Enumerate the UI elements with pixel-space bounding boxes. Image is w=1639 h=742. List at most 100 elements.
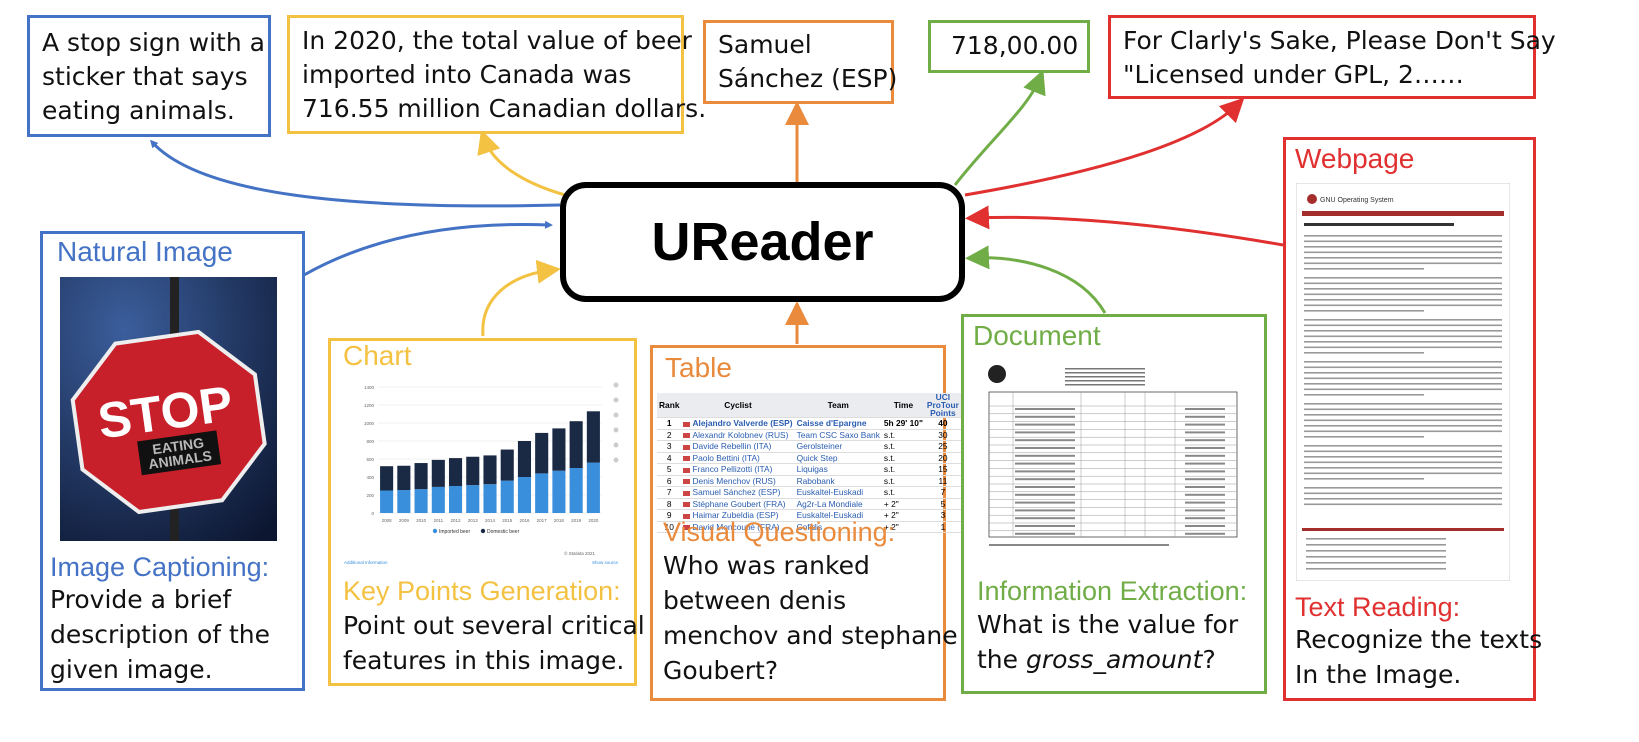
web-text — [1304, 257, 1502, 259]
table-cell: 40 — [924, 417, 961, 430]
panel-category: Document — [973, 320, 1101, 351]
cell-text: Alexandr Kolobnev (RUS) — [692, 429, 789, 440]
bar-segment — [552, 470, 566, 513]
cell-text: 20 — [938, 452, 948, 463]
table-cell: 3 — [924, 509, 961, 522]
prompt-line: menchov and stephane — [663, 621, 958, 650]
table-cell: 5h 29' 10" — [881, 417, 925, 430]
cell-text: + 2" — [883, 521, 899, 532]
web-text — [1304, 450, 1502, 453]
web-footer-text — [1306, 550, 1446, 552]
prompt: Provide a brief description of the given… — [50, 582, 270, 687]
table-cell: Samuel Sánchez (ESP) — [681, 486, 795, 499]
cell-text: Paolo Bettini (ITA) — [692, 452, 760, 463]
doc-text — [1015, 431, 1075, 434]
output-text: Samuel — [718, 30, 812, 59]
x-tick-label: 2016 — [519, 518, 530, 523]
webpage-thumbnail: GNU Operating System — [1296, 183, 1510, 581]
bar-segment — [483, 484, 497, 513]
panel-category: Natural Image — [57, 236, 233, 267]
bar-segment — [483, 455, 497, 485]
prompt-line: Who was ranked — [663, 551, 870, 580]
table-cell: Franco Pellizotti (ITA) — [681, 463, 795, 476]
bar-segment — [535, 473, 549, 513]
legend-swatch — [480, 528, 486, 534]
table-cell: Team CSC Saxo Bank — [794, 429, 882, 441]
cell-text: Liquigas — [796, 464, 828, 475]
y-tick-label: 1000 — [364, 421, 375, 426]
web-text — [1304, 394, 1424, 396]
bar-segment — [466, 485, 480, 513]
table-cell: 10 — [657, 521, 682, 533]
table-row: 2 Alexandr Kolobnev (RUS) Team CSC Saxo Ba… — [657, 429, 961, 441]
x-tick-label: 2009 — [399, 518, 410, 523]
doc-text — [1015, 532, 1075, 535]
x-tick-label: 2011 — [433, 518, 443, 523]
y-tick-label: 1200 — [364, 403, 375, 408]
table-cell: s.t. — [881, 440, 925, 453]
bar-segment — [500, 480, 514, 513]
cell-text: 7 — [940, 487, 946, 498]
table-row: 4 Paolo Bettini (ITA) Quick Step s.t. 20 — [657, 452, 961, 464]
doc-text — [1015, 439, 1075, 442]
prompt: Point out several critical features in t… — [343, 608, 645, 678]
table-cell: 5 — [924, 498, 961, 510]
web-text — [1304, 335, 1502, 338]
task-label: Image Captioning: — [50, 552, 270, 582]
legend-label: Domestic beer — [487, 529, 520, 535]
flag — [683, 525, 691, 531]
cell-text: s.t. — [883, 429, 896, 440]
table-cell: Liquigas — [794, 463, 882, 476]
table-cell: s.t. — [881, 475, 925, 487]
table-cell: Gerolsteiner — [794, 440, 882, 453]
web-text — [1304, 461, 1502, 464]
web-text — [1304, 324, 1502, 327]
bar-segment — [586, 462, 600, 513]
doc-text — [1015, 509, 1075, 512]
web-nav — [1302, 211, 1504, 216]
cell-text: Davide Rebellin (ITA) — [692, 441, 772, 452]
cell-text: 25 — [938, 441, 948, 452]
sticker — [137, 430, 222, 476]
flag — [683, 467, 691, 473]
web-text — [1304, 492, 1502, 495]
table-cell: 11 — [924, 475, 961, 487]
prompt-line: features in this image. — [343, 646, 625, 675]
x-tick-label: 2014 — [485, 518, 496, 523]
web-text — [1304, 430, 1502, 433]
cell-text: s.t. — [883, 475, 896, 486]
cell-text: 6 — [666, 475, 672, 486]
table-row: 6 Denis Menchov (RUS) Rabobank s.t. 11 — [657, 475, 961, 487]
chart-tool-icon — [613, 412, 619, 418]
cell-text: s.t. — [883, 441, 896, 452]
table-cell: 20 — [924, 452, 961, 464]
arrow-group — [149, 69, 1284, 344]
web-text — [1304, 352, 1424, 354]
web-footer-text — [1306, 538, 1446, 540]
web-text — [1304, 487, 1502, 489]
y-tick-label: 0 — [371, 511, 374, 516]
prompt-part: the — [977, 645, 1026, 674]
web-footer-text — [1306, 544, 1446, 546]
prompt: What is the value for the gross_amount? — [977, 607, 1238, 677]
doc-header-line — [1065, 380, 1145, 382]
table-cell: 2 — [657, 429, 682, 441]
cell-text: Quick Step — [796, 452, 838, 463]
web-logo — [1307, 194, 1317, 204]
bar-segment — [397, 465, 411, 491]
web-text — [1304, 478, 1424, 480]
doc-text — [1015, 415, 1075, 418]
cell-text: David Moncoutié (FRA) — [692, 521, 780, 532]
web-text — [1304, 456, 1502, 458]
cell-text: Franco Pellizotti (ITA) — [692, 464, 773, 475]
doc-table — [988, 391, 1238, 538]
bar-segment — [397, 490, 411, 513]
cell-text: s.t. — [883, 464, 896, 475]
web-text — [1304, 425, 1502, 427]
table-cell: 7 — [924, 486, 961, 499]
chart-tool-icon — [613, 382, 619, 388]
table-cell: Rabobank — [794, 475, 882, 487]
doc-text — [1185, 447, 1225, 449]
task-label: Key Points Generation: — [343, 576, 621, 606]
chart-show-source: Show source — [592, 560, 619, 565]
